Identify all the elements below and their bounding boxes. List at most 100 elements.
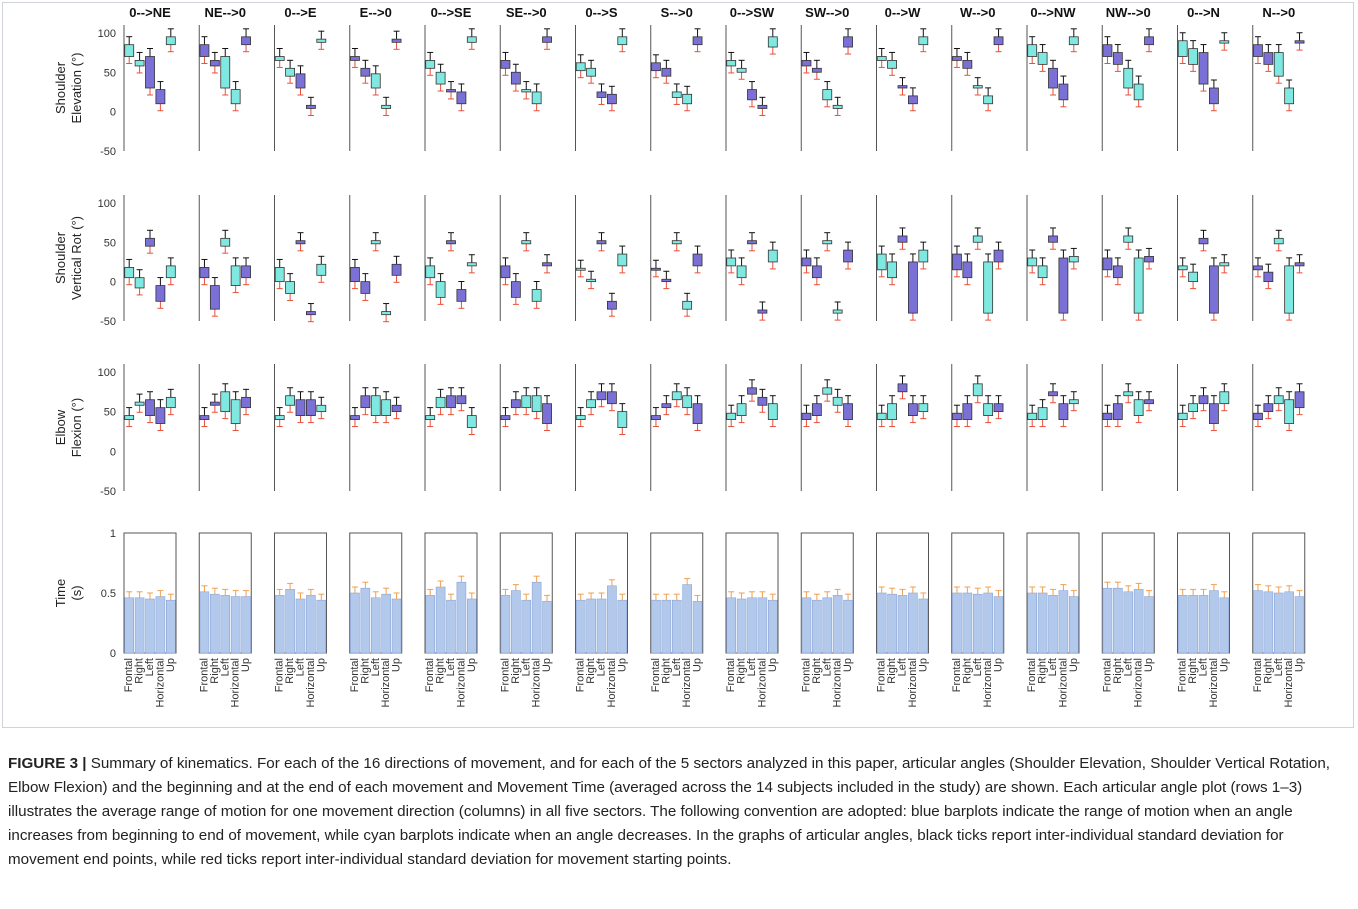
range-bar (1177, 265, 1188, 271)
range-bar (1188, 48, 1198, 65)
time-bar (972, 593, 983, 654)
sector-tick-label: Right (1262, 658, 1274, 684)
y-tick-label: 0 (110, 446, 116, 458)
time-bar (822, 597, 833, 654)
range-bar (381, 311, 392, 316)
time-bar (199, 591, 210, 654)
range-bar (370, 240, 381, 245)
range-bar (155, 407, 166, 424)
time-bar (210, 593, 220, 654)
time-bar (521, 599, 532, 654)
range-bar (435, 281, 446, 298)
sector-tick-label: Up (240, 658, 252, 672)
sector-tick-label: Up (1294, 658, 1306, 672)
time-bar (692, 601, 703, 654)
sector-tick-label: Up (165, 658, 177, 672)
time-bar (1219, 597, 1230, 654)
time-bar (757, 597, 768, 654)
time-bar (1198, 595, 1209, 654)
sector-tick-label: Left (1122, 658, 1134, 676)
range-bar (370, 395, 381, 416)
range-bar (274, 56, 285, 61)
range-bar (897, 85, 908, 89)
range-bar (962, 60, 973, 69)
range-bar (435, 71, 446, 85)
row-label: Elbow Flexion (°) (53, 398, 84, 457)
figure-caption: FIGURE 3 | Summary of kinematics. For ea… (8, 752, 1348, 872)
range-bar (446, 395, 456, 409)
range-bar (199, 44, 210, 57)
range-bar (1253, 44, 1263, 57)
range-bar (391, 404, 402, 413)
range-bar (285, 395, 296, 406)
y-tick-label: 0 (110, 648, 116, 660)
range-bar (1198, 52, 1209, 85)
time-bar (1048, 595, 1058, 654)
time-bar (812, 599, 822, 654)
range-bar (575, 62, 586, 72)
range-bar (617, 253, 628, 267)
time-bar (671, 599, 682, 654)
range-bar (1253, 265, 1263, 271)
sector-tick-label: Left (1198, 658, 1210, 676)
range-bar (1263, 403, 1274, 413)
range-bar (124, 267, 135, 279)
range-bar (165, 396, 176, 409)
time-bar (801, 597, 812, 654)
sector-tick-label: Frontal (1177, 658, 1189, 692)
time-bar (511, 590, 521, 654)
sector-tick-label: Left (596, 658, 608, 676)
column-title: 0-->W (885, 5, 921, 20)
range-bar (155, 285, 166, 302)
range-bar (993, 36, 1004, 46)
time-bar (617, 599, 628, 654)
time-bar (843, 599, 853, 654)
range-bar (1177, 412, 1188, 420)
range-bar (1144, 399, 1154, 405)
sector-tick-label: Up (692, 658, 704, 672)
sector-tick-label: Frontal (876, 658, 888, 692)
sector-tick-label: Frontal (800, 658, 812, 692)
sector-tick-label: Up (842, 658, 854, 672)
range-bar (1102, 257, 1113, 271)
range-bar (1037, 52, 1048, 65)
sector-tick-label: Horizontal (380, 658, 392, 708)
range-bar (521, 89, 532, 93)
sector-tick-label: Right (660, 658, 672, 684)
range-bar (165, 265, 176, 279)
y-tick-label: 0.5 (101, 588, 116, 600)
range-bar (1263, 52, 1274, 65)
time-bar (607, 585, 617, 654)
range-bar (531, 91, 542, 105)
range-bar (521, 395, 532, 409)
range-bar (1209, 265, 1219, 314)
range-bar (285, 67, 296, 77)
time-bar (1102, 587, 1113, 654)
range-bar (586, 67, 596, 77)
range-bar (747, 89, 757, 101)
time-bar (918, 598, 929, 654)
range-bar (1198, 395, 1209, 405)
range-bar (962, 261, 973, 279)
time-bar (993, 596, 1004, 654)
column-title: E-->0 (360, 5, 392, 20)
time-bar (1113, 587, 1123, 654)
sector-tick-label: Left (445, 658, 457, 676)
sector-tick-label: Right (961, 658, 973, 684)
range-bar (801, 412, 812, 420)
sector-tick-label: Horizontal (455, 658, 467, 708)
y-tick-label: -50 (100, 316, 116, 328)
range-bar (692, 36, 703, 46)
sector-tick-label: Right (359, 658, 371, 684)
time-bar (876, 592, 887, 654)
y-tick-label: 100 (98, 28, 116, 40)
sector-tick-label: Up (391, 658, 403, 672)
sector-tick-label: Up (616, 658, 628, 672)
range-bar (1037, 265, 1048, 279)
time-bar (887, 593, 897, 654)
range-bar (1188, 403, 1198, 413)
range-bar (425, 415, 436, 420)
range-bar (736, 403, 747, 416)
time-bar (391, 598, 402, 654)
column-title: NW-->0 (1106, 5, 1151, 20)
